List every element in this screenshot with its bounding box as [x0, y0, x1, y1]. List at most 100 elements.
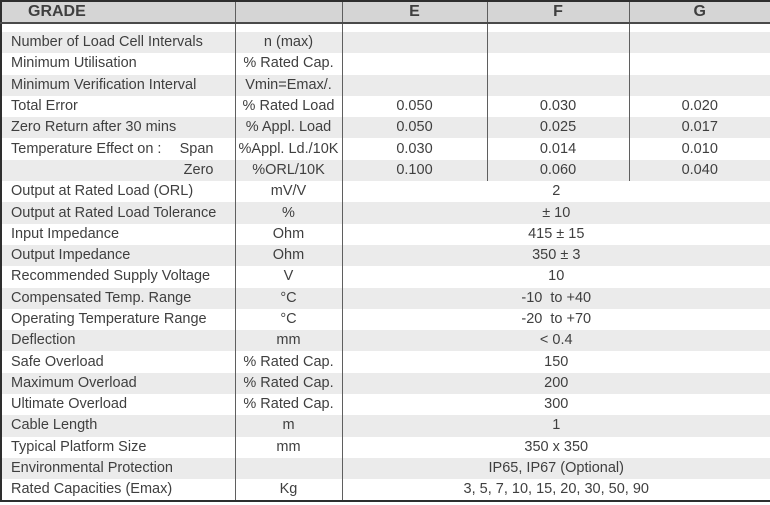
row-unit: Vmin=Emax/.	[234, 74, 343, 96]
row-label: Minimum Utilisation	[11, 55, 137, 72]
row-label: Operating Temperature Range	[11, 311, 207, 327]
row-label: Input Impedance	[11, 225, 120, 242]
grade-column-header-g: G	[628, 1, 770, 24]
row-value-g: 0.040	[628, 159, 770, 182]
row-unit: mm	[234, 330, 343, 352]
row-value-merged: 350 x 350	[524, 438, 589, 455]
row-value-merged: 10	[548, 268, 565, 285]
row-value-e: 0.030	[396, 140, 433, 157]
row-value-e: 0.050	[396, 98, 433, 115]
row-value-merged: < 0.4	[539, 332, 573, 349]
row-value-e: 0.050	[396, 119, 433, 136]
row-unit: % Rated Load	[234, 95, 343, 118]
row-value-f	[486, 74, 629, 96]
unit-column-header	[234, 1, 342, 24]
row-label-main: Temperature Effect on :	[11, 140, 162, 157]
row-unit: mV/V	[234, 181, 343, 203]
row-label: Typical Platform Size	[11, 438, 147, 455]
row-value-g: 0.010	[628, 138, 770, 160]
table-row: Maximum Overload % Rated Cap. 200	[1, 372, 770, 395]
table-row: Environmental Protection IP65, IP67 (Opt…	[1, 457, 770, 480]
row-label: Safe Overload	[11, 353, 104, 370]
row-unit	[234, 457, 343, 480]
row-label-sub: Span	[179, 140, 214, 157]
row-value-f	[486, 32, 629, 54]
table-row: Total Error % Rated Load 0.050 0.030 0.0…	[1, 95, 770, 118]
table-row: Temperature Effect on : Span %Appl. Ld./…	[1, 138, 770, 160]
row-unit: n (max)	[234, 32, 343, 54]
row-value-merged: 1	[552, 417, 561, 434]
row-value-merged: 300	[544, 396, 569, 413]
row-label: Output at Rated Load Tolerance	[11, 204, 217, 221]
row-value-e	[342, 32, 487, 53]
row-value-e	[342, 53, 487, 74]
spacer-row	[1, 23, 770, 32]
table-row: Number of Load Cell Intervals n (max)	[1, 32, 770, 54]
table-row: Output at Rated Load Tolerance % ± 10	[1, 202, 770, 224]
table-row: Minimum Utilisation % Rated Cap.	[1, 53, 770, 75]
table-row: Output at Rated Load (ORL) mV/V 2	[1, 181, 770, 203]
table-row: Ultimate Overload % Rated Cap. 300	[1, 394, 770, 416]
table-row: Input Impedance Ohm 415 ± 15	[1, 223, 770, 245]
row-value-merged: 415 ± 15	[528, 225, 585, 242]
table-header-row: GRADE E F G	[1, 1, 770, 24]
table-row: Compensated Temp. Range °C -10 to +40	[1, 287, 770, 309]
row-value-e	[342, 75, 487, 96]
table-row: Operating Temperature Range °C -20 to +7…	[1, 308, 770, 331]
row-unit: V	[234, 266, 343, 288]
row-value-merged: 150	[544, 353, 569, 370]
row-label: Environmental Protection	[11, 460, 173, 477]
row-value-e: 0.100	[396, 161, 433, 178]
table-row: Safe Overload % Rated Cap. 150	[1, 351, 770, 373]
table-row: Output Impedance Ohm 350 ± 3	[1, 244, 770, 267]
row-label: Maximum Overload	[11, 374, 137, 391]
table-row: Deflection mm < 0.4	[1, 330, 770, 352]
row-value-f	[486, 53, 629, 75]
row-value-merged: 3, 5, 7, 10, 15, 20, 30, 50, 90	[463, 481, 649, 498]
row-value-merged: ± 10	[542, 204, 571, 221]
row-unit: Ohm	[234, 244, 343, 267]
row-value-merged: 2	[552, 183, 561, 200]
row-label: Compensated Temp. Range	[11, 289, 192, 306]
row-value-merged: IP65, IP67 (Optional)	[488, 460, 624, 477]
row-label: Ultimate Overload	[11, 396, 128, 413]
row-unit: Kg	[234, 479, 343, 502]
grade-column-header-f: F	[486, 1, 629, 24]
row-unit: °C	[234, 287, 343, 309]
row-value-f: 0.014	[486, 138, 629, 160]
row-unit: % Rated Cap.	[234, 351, 343, 373]
row-value-merged: 200	[544, 374, 569, 391]
row-label-sub: Zero	[183, 161, 214, 178]
row-label: Deflection	[11, 332, 76, 349]
row-label: Total Error	[11, 98, 78, 115]
row-label: Zero	[1, 160, 235, 181]
row-unit: % Appl. Load	[234, 117, 343, 139]
row-unit: % Rated Cap.	[234, 394, 343, 416]
row-unit: %	[234, 202, 343, 224]
grade-header-label: GRADE	[1, 1, 235, 24]
row-value-g: 0.017	[628, 117, 770, 139]
row-value-f: 0.060	[486, 159, 629, 182]
row-unit: %ORL/10K	[234, 159, 343, 182]
table-row: Recommended Supply Voltage V 10	[1, 266, 770, 288]
row-unit: % Rated Cap.	[234, 53, 343, 75]
table-row: Typical Platform Size mm 350 x 350	[1, 436, 770, 458]
table-row: Zero %ORL/10K 0.100 0.060 0.040	[1, 159, 770, 182]
row-unit: m	[234, 415, 343, 437]
row-unit: mm	[234, 436, 343, 458]
row-value-g	[628, 32, 770, 54]
row-label: Zero Return after 30 mins	[11, 119, 177, 136]
row-value-g: 0.020	[628, 95, 770, 118]
table-row: Cable Length m 1	[1, 415, 770, 437]
row-label: Recommended Supply Voltage	[11, 268, 211, 285]
row-label: Output at Rated Load (ORL)	[11, 183, 194, 200]
row-label: Minimum Verification Interval	[11, 76, 197, 93]
table-row: Zero Return after 30 mins % Appl. Load 0…	[1, 117, 770, 139]
row-label: Cable Length	[11, 417, 98, 434]
row-value-merged: 350 ± 3	[532, 247, 581, 264]
table-row: Rated Capacities (Emax) Kg 3, 5, 7, 10, …	[1, 479, 770, 502]
table-row: Minimum Verification Interval Vmin=Emax/…	[1, 74, 770, 96]
row-label: Number of Load Cell Intervals	[11, 34, 203, 51]
row-value-g	[628, 74, 770, 96]
